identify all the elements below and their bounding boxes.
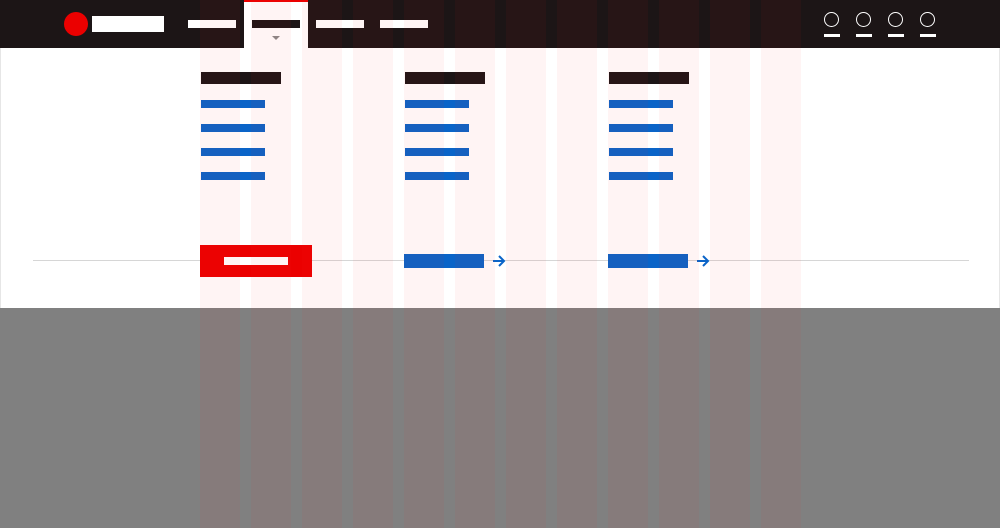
- tool-label: [888, 34, 904, 37]
- header-tool-4[interactable]: [920, 12, 936, 38]
- circle-icon: [824, 12, 839, 27]
- view-all-label: [608, 254, 688, 268]
- tool-label: [824, 34, 840, 37]
- nav-item-label: [188, 20, 236, 28]
- menu-link[interactable]: [201, 124, 265, 132]
- menu-link[interactable]: [405, 148, 469, 156]
- circle-icon: [920, 12, 935, 27]
- menu-column-heading: [405, 72, 485, 84]
- menu-link[interactable]: [201, 148, 265, 156]
- nav-item-label: [252, 20, 300, 28]
- tool-label: [920, 34, 936, 37]
- menu-link[interactable]: [609, 100, 673, 108]
- top-navigation-bar: [0, 0, 1000, 48]
- arrow-right-icon: [493, 255, 506, 267]
- header-tool-2[interactable]: [856, 12, 872, 38]
- menu-link[interactable]: [609, 124, 673, 132]
- tool-label: [856, 34, 872, 37]
- nav-item-label: [380, 20, 428, 28]
- nav-item-1[interactable]: [180, 0, 244, 48]
- circle-icon: [888, 12, 903, 27]
- header-tool-3[interactable]: [888, 12, 904, 38]
- page-backdrop: [0, 309, 1000, 528]
- arrow-right-icon: [697, 255, 710, 267]
- menu-link[interactable]: [201, 172, 265, 180]
- mega-menu-panel: [0, 48, 1000, 308]
- menu-column-heading: [201, 72, 281, 84]
- view-all-label: [404, 254, 484, 268]
- nav-item-label: [316, 20, 364, 28]
- nav-item-2-active[interactable]: [244, 0, 308, 48]
- cta-button-label: [224, 257, 288, 265]
- menu-column-heading: [609, 72, 689, 84]
- caret-down-icon: [272, 36, 280, 40]
- nav-item-3[interactable]: [308, 0, 372, 48]
- menu-link[interactable]: [405, 172, 469, 180]
- menu-link[interactable]: [201, 100, 265, 108]
- brand-wordmark: [92, 16, 164, 32]
- primary-cta-button[interactable]: [200, 245, 312, 277]
- header-tool-1[interactable]: [824, 12, 840, 38]
- view-all-link[interactable]: [608, 254, 718, 268]
- menu-link[interactable]: [609, 148, 673, 156]
- circle-icon: [856, 12, 871, 27]
- menu-link[interactable]: [405, 100, 469, 108]
- nav-item-4[interactable]: [372, 0, 436, 48]
- view-all-link[interactable]: [404, 254, 514, 268]
- brand-dot-icon: [64, 12, 88, 36]
- menu-link[interactable]: [609, 172, 673, 180]
- menu-link[interactable]: [405, 124, 469, 132]
